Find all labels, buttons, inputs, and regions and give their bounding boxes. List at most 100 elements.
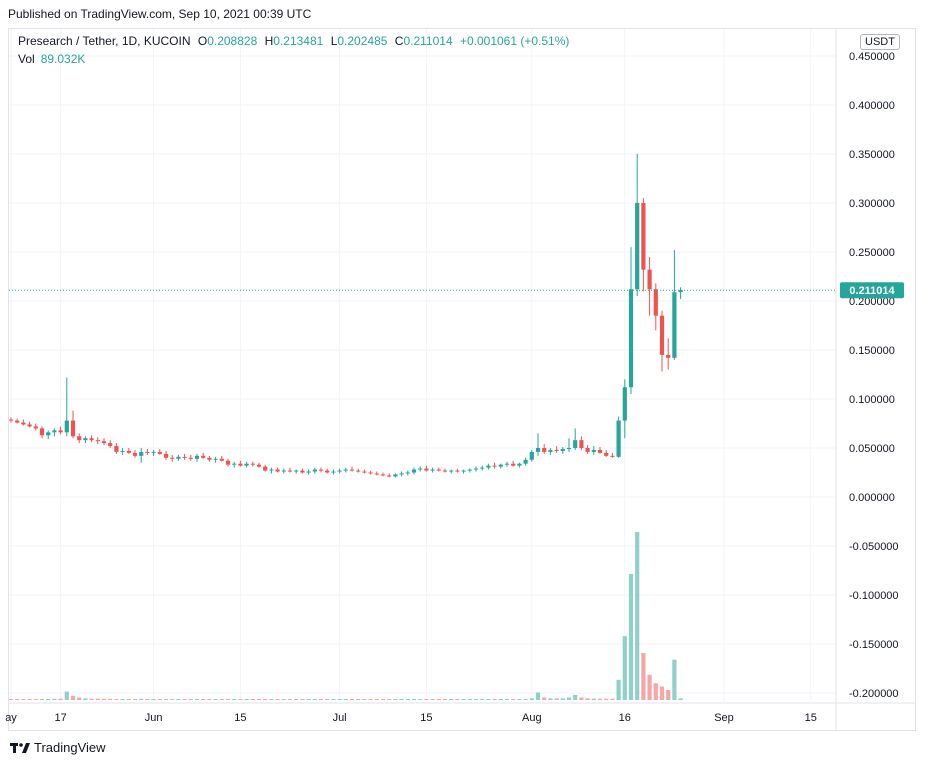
candle-body — [374, 473, 379, 475]
candle — [83, 436, 88, 444]
last-price-label: 0.211014 — [849, 285, 895, 297]
volume-bar — [529, 698, 534, 700]
candle-body — [480, 467, 485, 469]
candle — [498, 463, 503, 469]
candle — [467, 468, 472, 473]
candle — [424, 465, 429, 472]
volume-bar — [461, 699, 466, 700]
candle-body — [393, 474, 398, 477]
volume-bar — [46, 698, 51, 700]
volume-bar — [473, 699, 479, 700]
candle-body — [467, 469, 472, 471]
candle — [70, 410, 76, 439]
volume-bar — [548, 698, 553, 700]
candle — [269, 467, 274, 474]
tradingview-logo[interactable]: TradingView — [10, 740, 106, 755]
volume-bar — [101, 698, 107, 700]
candle — [430, 467, 435, 473]
y-tick-label: -0.100000 — [849, 590, 899, 602]
candle-body — [610, 455, 615, 457]
candle-body — [449, 470, 454, 472]
volume-bar — [343, 699, 348, 700]
volume-bar — [232, 699, 237, 700]
y-tick-label: 0.250000 — [849, 247, 895, 259]
candle — [554, 446, 559, 453]
volume-bar — [517, 699, 522, 700]
candle — [560, 447, 565, 454]
volume-bar — [554, 698, 559, 700]
x-tick-label: Jul — [333, 712, 347, 724]
volume-bar — [455, 699, 460, 700]
candle-body — [628, 289, 634, 388]
candle — [8, 417, 14, 423]
volume-bar — [647, 674, 652, 700]
candle-body — [331, 471, 336, 473]
volume-bar — [325, 699, 330, 700]
candle — [101, 438, 107, 446]
candle — [281, 468, 286, 474]
candle-body — [306, 471, 311, 473]
candle — [120, 448, 125, 455]
candle — [523, 457, 528, 466]
chart-frame[interactable] — [8, 28, 916, 731]
candle — [300, 468, 305, 474]
candle-body — [473, 468, 479, 470]
volume-bar — [64, 691, 69, 700]
volume-label: Vol — [18, 52, 35, 66]
candle — [610, 452, 615, 458]
candle — [573, 428, 578, 450]
candle-body — [70, 420, 76, 437]
volume-bar — [294, 699, 299, 700]
candle-body — [418, 468, 423, 470]
candle — [325, 468, 330, 474]
candle — [653, 283, 658, 331]
currency-badge[interactable]: USDT — [860, 34, 900, 50]
volume-bar — [616, 679, 621, 700]
candle — [263, 464, 268, 472]
candle-body — [356, 470, 361, 472]
candle — [349, 466, 355, 472]
candle-body — [33, 426, 38, 429]
candle — [362, 469, 367, 474]
volume-bar — [659, 686, 665, 700]
volume-bar — [579, 697, 584, 700]
candle-body — [294, 470, 299, 472]
tradingview-logo-icon — [10, 742, 30, 753]
candle-body — [219, 458, 224, 461]
y-tick-label: 0.400000 — [849, 100, 895, 112]
volume-bar — [591, 698, 596, 700]
y-tick-label: 0.300000 — [849, 198, 895, 210]
volume-bar — [374, 699, 379, 700]
candle-body — [275, 469, 280, 472]
x-tick-label: 15 — [805, 712, 817, 724]
candle — [380, 472, 386, 477]
volume-bar — [194, 699, 200, 700]
candle — [418, 466, 423, 472]
candle — [108, 440, 113, 448]
volume-bar — [511, 699, 516, 700]
candle — [194, 453, 200, 462]
candle-body — [405, 472, 410, 474]
volume-bar — [442, 699, 448, 700]
volume-bar — [641, 652, 646, 700]
volume-bar — [139, 698, 144, 700]
candle-body — [201, 455, 206, 458]
candle-body — [126, 450, 131, 453]
candle-body — [46, 432, 51, 436]
candle-body — [511, 463, 516, 466]
candle — [27, 421, 32, 428]
high-value: 0.213481 — [273, 34, 324, 48]
ohlc-legend: Presearch / Tether, 1D, KUCOIN O0.208828… — [18, 34, 569, 48]
candle — [492, 462, 497, 469]
chart-grid — [9, 29, 916, 731]
candle — [585, 445, 590, 454]
volume-bar — [188, 699, 193, 700]
candle-body — [647, 269, 652, 290]
candle — [52, 428, 57, 437]
candle — [455, 468, 460, 473]
volume-bar — [15, 699, 20, 700]
candle — [275, 467, 280, 473]
volume-bar — [486, 699, 491, 700]
volume-bar — [132, 698, 138, 700]
